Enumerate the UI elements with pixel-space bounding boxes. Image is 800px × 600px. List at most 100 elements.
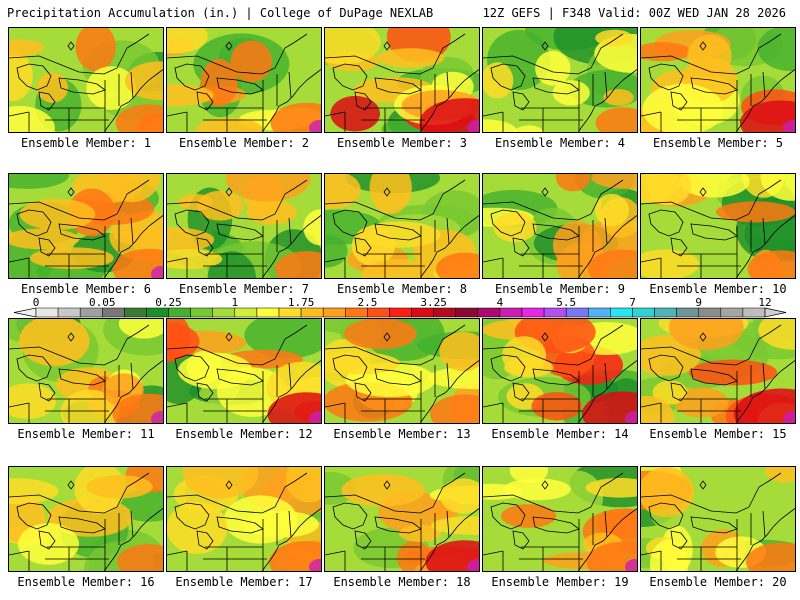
precipitation-field — [167, 319, 321, 423]
ensemble-member-label: Ensemble Member: 1 — [20, 136, 152, 150]
colorbar-tick-label: 2.5 — [357, 296, 377, 309]
colorbar-swatch — [720, 307, 744, 318]
ensemble-member-label: Ensemble Member: 12 — [175, 427, 313, 441]
ensemble-member-label: Ensemble Member: 7 — [178, 282, 310, 296]
precipitation-field — [9, 319, 163, 423]
colorbar-tick-label: 7 — [629, 296, 636, 309]
colorbar-swatch — [455, 307, 479, 318]
ensemble-member-label: Ensemble Member: 9 — [494, 282, 626, 296]
colorbar-swatch — [190, 307, 213, 318]
ensemble-member-label: Ensemble Member: 8 — [336, 282, 468, 296]
ensemble-member-map — [640, 466, 796, 572]
colorbar-tick-label: 0.05 — [89, 296, 116, 309]
ensemble-member-map — [324, 466, 480, 572]
colorbar-tick-label: 9 — [695, 296, 702, 309]
colorbar-min-arrow — [13, 307, 37, 318]
colorbar-swatch — [588, 307, 611, 318]
colorbar-tick-label: 5.5 — [556, 296, 576, 309]
precipitation-field — [641, 467, 795, 571]
ensemble-member-map — [640, 318, 796, 424]
colorbar-tick-label: 0 — [33, 296, 40, 309]
precipitation-field — [167, 174, 321, 278]
precipitation-field — [641, 28, 795, 132]
precipitation-field — [641, 319, 795, 423]
ensemble-member-map — [324, 173, 480, 279]
colorbar-swatch — [57, 307, 81, 318]
colorbar-tick-label: 1 — [231, 296, 238, 309]
precipitation-field — [325, 174, 479, 278]
ensemble-member-label: Ensemble Member: 10 — [649, 282, 787, 296]
ensemble-member-label: Ensemble Member: 6 — [20, 282, 152, 296]
ensemble-member-map — [166, 466, 322, 572]
ensemble-member-map — [8, 466, 164, 572]
ensemble-member-map — [166, 173, 322, 279]
ensemble-member-map — [482, 173, 638, 279]
colorbar-swatch — [35, 307, 59, 318]
ensemble-member-label: Ensemble Member: 18 — [333, 575, 471, 589]
ensemble-member-label: Ensemble Member: 16 — [17, 575, 155, 589]
precipitation-field — [325, 467, 479, 571]
colorbar-swatch — [322, 307, 346, 318]
ensemble-member-label: Ensemble Member: 20 — [649, 575, 787, 589]
ensemble-member-map — [8, 173, 164, 279]
model-run-info: 12Z GEFS | F348 Valid: 00Z WED JAN 28 20… — [482, 6, 786, 20]
ensemble-member-map — [8, 27, 164, 133]
colorbar-swatch — [79, 307, 103, 318]
colorbar-swatch — [676, 307, 699, 318]
precipitation-field — [641, 174, 795, 278]
ensemble-member-label: Ensemble Member: 13 — [333, 427, 471, 441]
ensemble-member-map — [482, 466, 638, 572]
colorbar-swatch — [212, 307, 236, 318]
colorbar-swatch — [499, 307, 523, 318]
precipitation-field — [483, 174, 637, 278]
colorbar-max-arrow — [764, 307, 787, 318]
colorbar-swatch — [565, 307, 589, 318]
colorbar-swatch — [102, 307, 125, 318]
colorbar-swatch — [367, 307, 390, 318]
colorbar-swatch — [433, 307, 456, 318]
colorbar-swatch — [543, 307, 567, 318]
colorbar-swatch — [256, 307, 280, 318]
colorbar-swatch — [742, 307, 766, 318]
colorbar-swatch — [477, 307, 501, 318]
map-title: Precipitation Accumulation (in.) | Colle… — [7, 6, 434, 20]
ensemble-member-label: Ensemble Member: 4 — [494, 136, 626, 150]
ensemble-member-map — [640, 173, 796, 279]
precipitation-field — [483, 28, 637, 132]
colorbar-swatch — [300, 307, 324, 318]
precipitation-field — [9, 28, 163, 132]
colorbar-swatch — [521, 307, 545, 318]
ensemble-member-map — [166, 318, 322, 424]
colorbar-tick-label: 3.25 — [420, 296, 447, 309]
colorbar-swatch — [632, 307, 655, 318]
ensemble-member-label: Ensemble Member: 19 — [491, 575, 629, 589]
ensemble-member-label: Ensemble Member: 15 — [649, 427, 787, 441]
colorbar-swatch — [168, 307, 191, 318]
precipitation-field — [167, 467, 321, 571]
precipitation-field — [325, 28, 479, 132]
precipitation-colorbar: 0 0.05 0.25 1 1.75 2.5 3.25 4 5.5 7 9 12 — [13, 296, 787, 318]
ensemble-member-label: Ensemble Member: 5 — [652, 136, 784, 150]
precipitation-field — [9, 467, 163, 571]
ensemble-member-label: Ensemble Member: 14 — [491, 427, 629, 441]
colorbar-swatch — [146, 307, 169, 318]
colorbar-swatch — [234, 307, 258, 318]
colorbar-swatch — [345, 307, 368, 318]
colorbar-tick-label: 1.75 — [288, 296, 315, 309]
colorbar-tick-label: 4 — [497, 296, 504, 309]
colorbar-tick-label: 12 — [758, 296, 771, 309]
colorbar-swatch — [124, 307, 147, 318]
precipitation-field — [9, 174, 163, 278]
precipitation-field — [483, 467, 637, 571]
ensemble-member-label: Ensemble Member: 11 — [17, 427, 155, 441]
precipitation-field — [167, 28, 321, 132]
colorbar-swatch — [698, 307, 722, 318]
colorbar-tick-label: 0.25 — [155, 296, 182, 309]
ensemble-member-map — [482, 27, 638, 133]
ensemble-member-map — [8, 318, 164, 424]
colorbar-swatch — [610, 307, 633, 318]
ensemble-member-map — [324, 27, 480, 133]
ensemble-member-label: Ensemble Member: 17 — [175, 575, 313, 589]
colorbar-swatch — [411, 307, 434, 318]
colorbar-swatch — [389, 307, 412, 318]
